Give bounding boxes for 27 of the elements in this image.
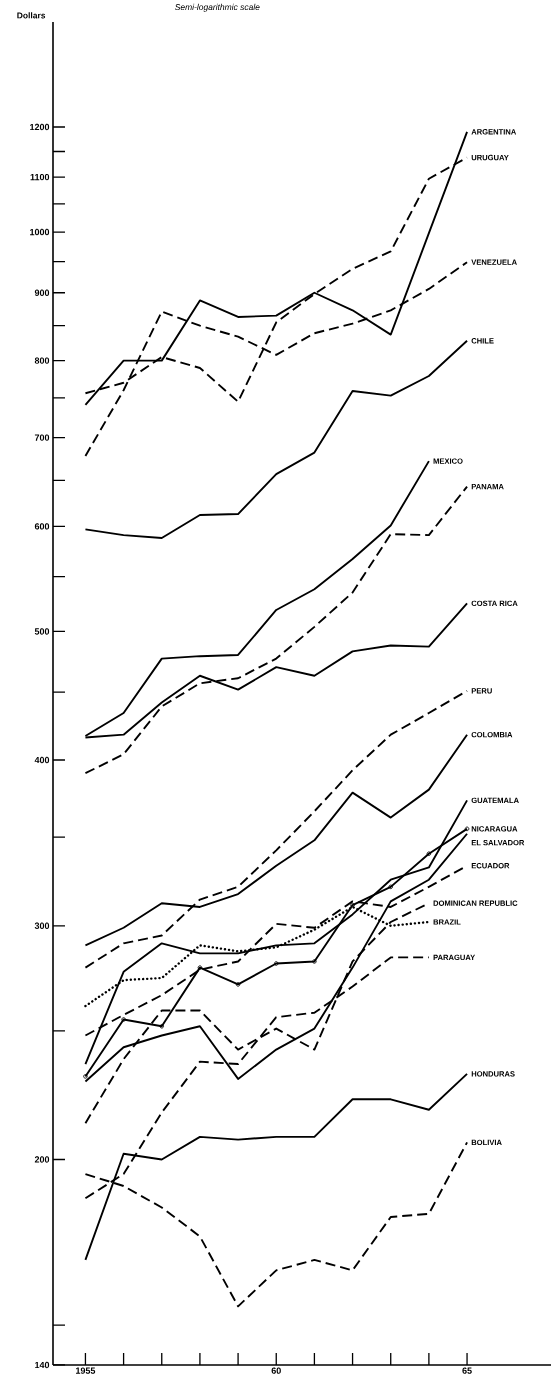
y-tick-label: 400 <box>34 756 50 764</box>
y-tick-label: 900 <box>34 289 50 296</box>
x-tick-label: 60 <box>271 1367 281 1374</box>
chart-title: Semi-logarithmic scale <box>174 3 260 12</box>
point <box>235 982 241 987</box>
point <box>121 1017 126 1022</box>
y-tick-label: 700 <box>34 434 50 441</box>
y-axis-title: Dollars <box>17 12 46 19</box>
line-series <box>84 339 468 540</box>
y-tick-label: 300 <box>34 922 50 929</box>
y-tick-label: 200 <box>34 1156 50 1163</box>
point <box>312 959 317 964</box>
y-tick-label: 800 <box>34 357 50 364</box>
x-tick-label: 65 <box>462 1367 472 1374</box>
x-tick-label: 1955 <box>76 1367 96 1374</box>
point <box>159 1024 165 1029</box>
y-tick-label: 500 <box>34 628 50 635</box>
point <box>350 902 355 908</box>
point <box>197 965 203 970</box>
point <box>426 851 432 856</box>
y-tick-label: 1100 <box>30 173 50 181</box>
y-tick-label: 1200 <box>30 123 50 131</box>
point <box>274 961 279 966</box>
y-tick-label: 600 <box>34 523 50 530</box>
y-tick-label: 140 <box>35 1361 50 1369</box>
y-tick-label: 1000 <box>30 228 50 236</box>
point <box>388 884 393 890</box>
